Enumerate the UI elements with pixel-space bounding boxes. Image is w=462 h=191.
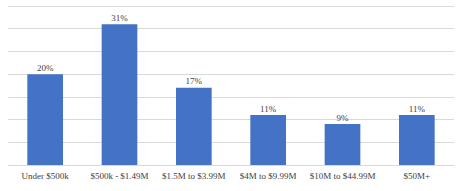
svg-text:9%: 9% — [337, 113, 350, 123]
svg-text:Under $500k: Under $500k — [22, 171, 70, 181]
svg-text:$10M to $44.99M: $10M to $44.99M — [310, 171, 376, 181]
svg-text:$500k - $1.49M: $500k - $1.49M — [90, 171, 148, 181]
svg-text:$4M to $9.99M: $4M to $9.99M — [240, 171, 297, 181]
svg-text:$50M+: $50M+ — [404, 171, 431, 181]
svg-text:11%: 11% — [409, 104, 426, 114]
svg-text:17%: 17% — [186, 76, 203, 86]
svg-text:11%: 11% — [260, 104, 277, 114]
svg-text:20%: 20% — [37, 63, 54, 73]
svg-text:$1.5M to $3.99M: $1.5M to $3.99M — [162, 171, 226, 181]
svg-text:31%: 31% — [111, 13, 128, 23]
